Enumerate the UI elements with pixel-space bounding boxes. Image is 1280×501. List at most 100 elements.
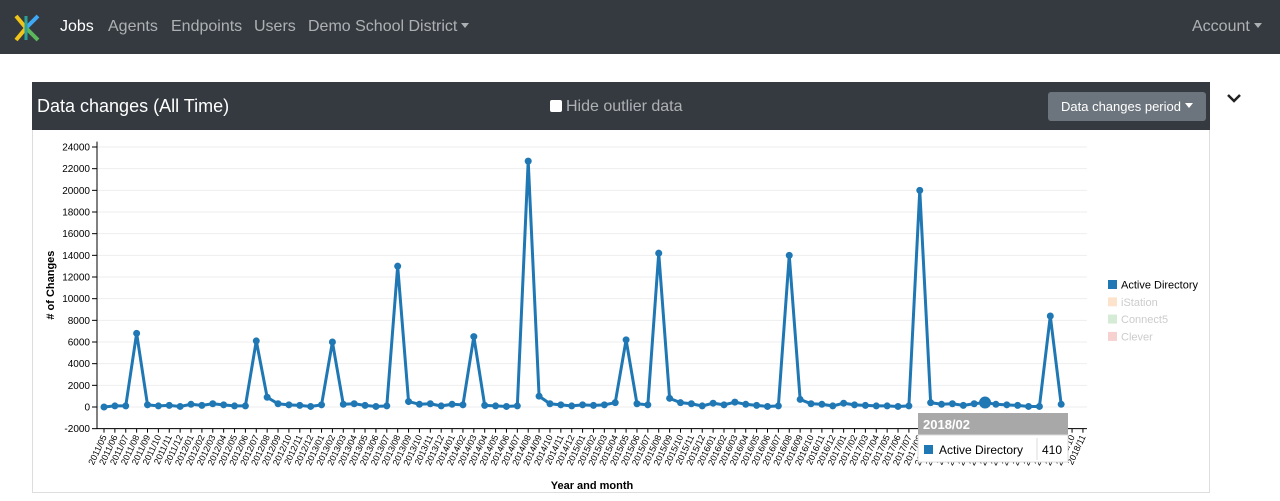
y-tick-label: 10000 [62,294,90,305]
data-point [861,401,869,409]
data-point [579,401,587,409]
tooltip-series: Active Directory [939,443,1023,457]
data-point [470,333,478,341]
logo[interactable] [12,13,42,43]
data-point [709,399,717,407]
data-point [720,401,728,409]
panel-body [32,130,1210,493]
data-point [524,157,532,165]
legend-label: Clever [1121,331,1153,343]
data-point [687,400,695,408]
data-point [122,402,130,410]
y-tick-label: 22000 [62,164,90,175]
data-point [894,402,902,410]
data-point [263,393,271,401]
data-point [666,394,674,402]
data-point [948,400,956,408]
data-point [1025,402,1033,410]
data-point [1014,401,1022,409]
data-point [1035,402,1043,410]
y-tick-label: 14000 [62,251,90,262]
data-point [339,400,347,408]
data-point [426,400,434,408]
collapse-chevron[interactable] [1225,92,1245,106]
data-point [274,400,282,408]
data-point [144,401,152,409]
data-point [415,400,423,408]
y-tick-label: 16000 [62,229,90,240]
outlier-toggle[interactable]: Hide outlier data [550,98,683,116]
data-point [1057,400,1065,408]
data-point [698,402,706,410]
tooltip-header [918,413,1068,435]
nav-endpoints[interactable]: Endpoints [171,18,243,35]
data-point [220,401,228,409]
data-point [307,402,315,410]
period-button[interactable]: Data changes period [1048,92,1206,121]
data-point [405,398,413,406]
data-point [231,402,239,410]
tooltip-title: 2018/02 [923,417,970,432]
y-tick-label: 4000 [68,359,91,370]
panel-title: Data changes (All Time) [37,96,230,116]
nav-agents[interactable]: Agents [108,18,158,35]
data-point [927,399,935,407]
data-point [872,402,880,410]
series-line [103,161,1063,409]
data-point [774,402,782,410]
checkbox[interactable] [550,100,562,112]
data-point [176,402,184,410]
caret [1184,103,1193,108]
data-point [731,398,739,406]
data-point [394,262,402,270]
legend-label: iStation [1121,297,1158,309]
data-point [742,400,750,408]
data-point [829,402,837,410]
y-tick-label: 24000 [62,143,90,154]
legend-label: Active Directory [1121,280,1199,292]
data-point [633,400,641,408]
x-axis-title: Year and month [551,480,634,492]
y-tick-label: 20000 [62,186,90,197]
caret [1253,23,1262,28]
y-tick-label: 2000 [68,381,91,392]
data-point [589,401,597,409]
y-tick-label: 0 [84,403,90,414]
data-point [502,402,510,410]
nav-users[interactable]: Users [254,18,296,35]
data-point [883,402,891,410]
data-point [350,400,358,408]
data-point [448,400,456,408]
data-point [600,401,608,409]
data-point [492,402,500,410]
data-point [644,401,652,409]
legend-label: Connect5 [1121,314,1168,326]
period-button-label: Data changes period [1061,99,1181,114]
data-point [100,403,108,411]
data-point [676,399,684,407]
data-point [818,400,826,408]
checkbox-label: Hide outlier data [566,98,683,115]
nav-account[interactable]: Account [1192,18,1262,36]
nav-district[interactable]: Demo School District [308,18,470,36]
data-point [785,251,793,259]
nav-jobs[interactable]: Jobs [60,18,94,35]
data-point [763,402,771,410]
legend-swatch [1108,314,1117,324]
data-point [1003,401,1011,409]
data-point [840,399,848,407]
data-point [796,395,804,403]
data-point [753,401,761,409]
data-point [133,329,141,337]
data-point [611,399,619,407]
data-point [252,337,260,345]
data-point [165,401,173,409]
hover-point [979,396,992,409]
nav-account-label: Account [1192,18,1250,35]
caret [461,23,470,28]
legend-swatch [1108,297,1117,307]
data-point [916,186,924,194]
data-point [111,402,119,410]
